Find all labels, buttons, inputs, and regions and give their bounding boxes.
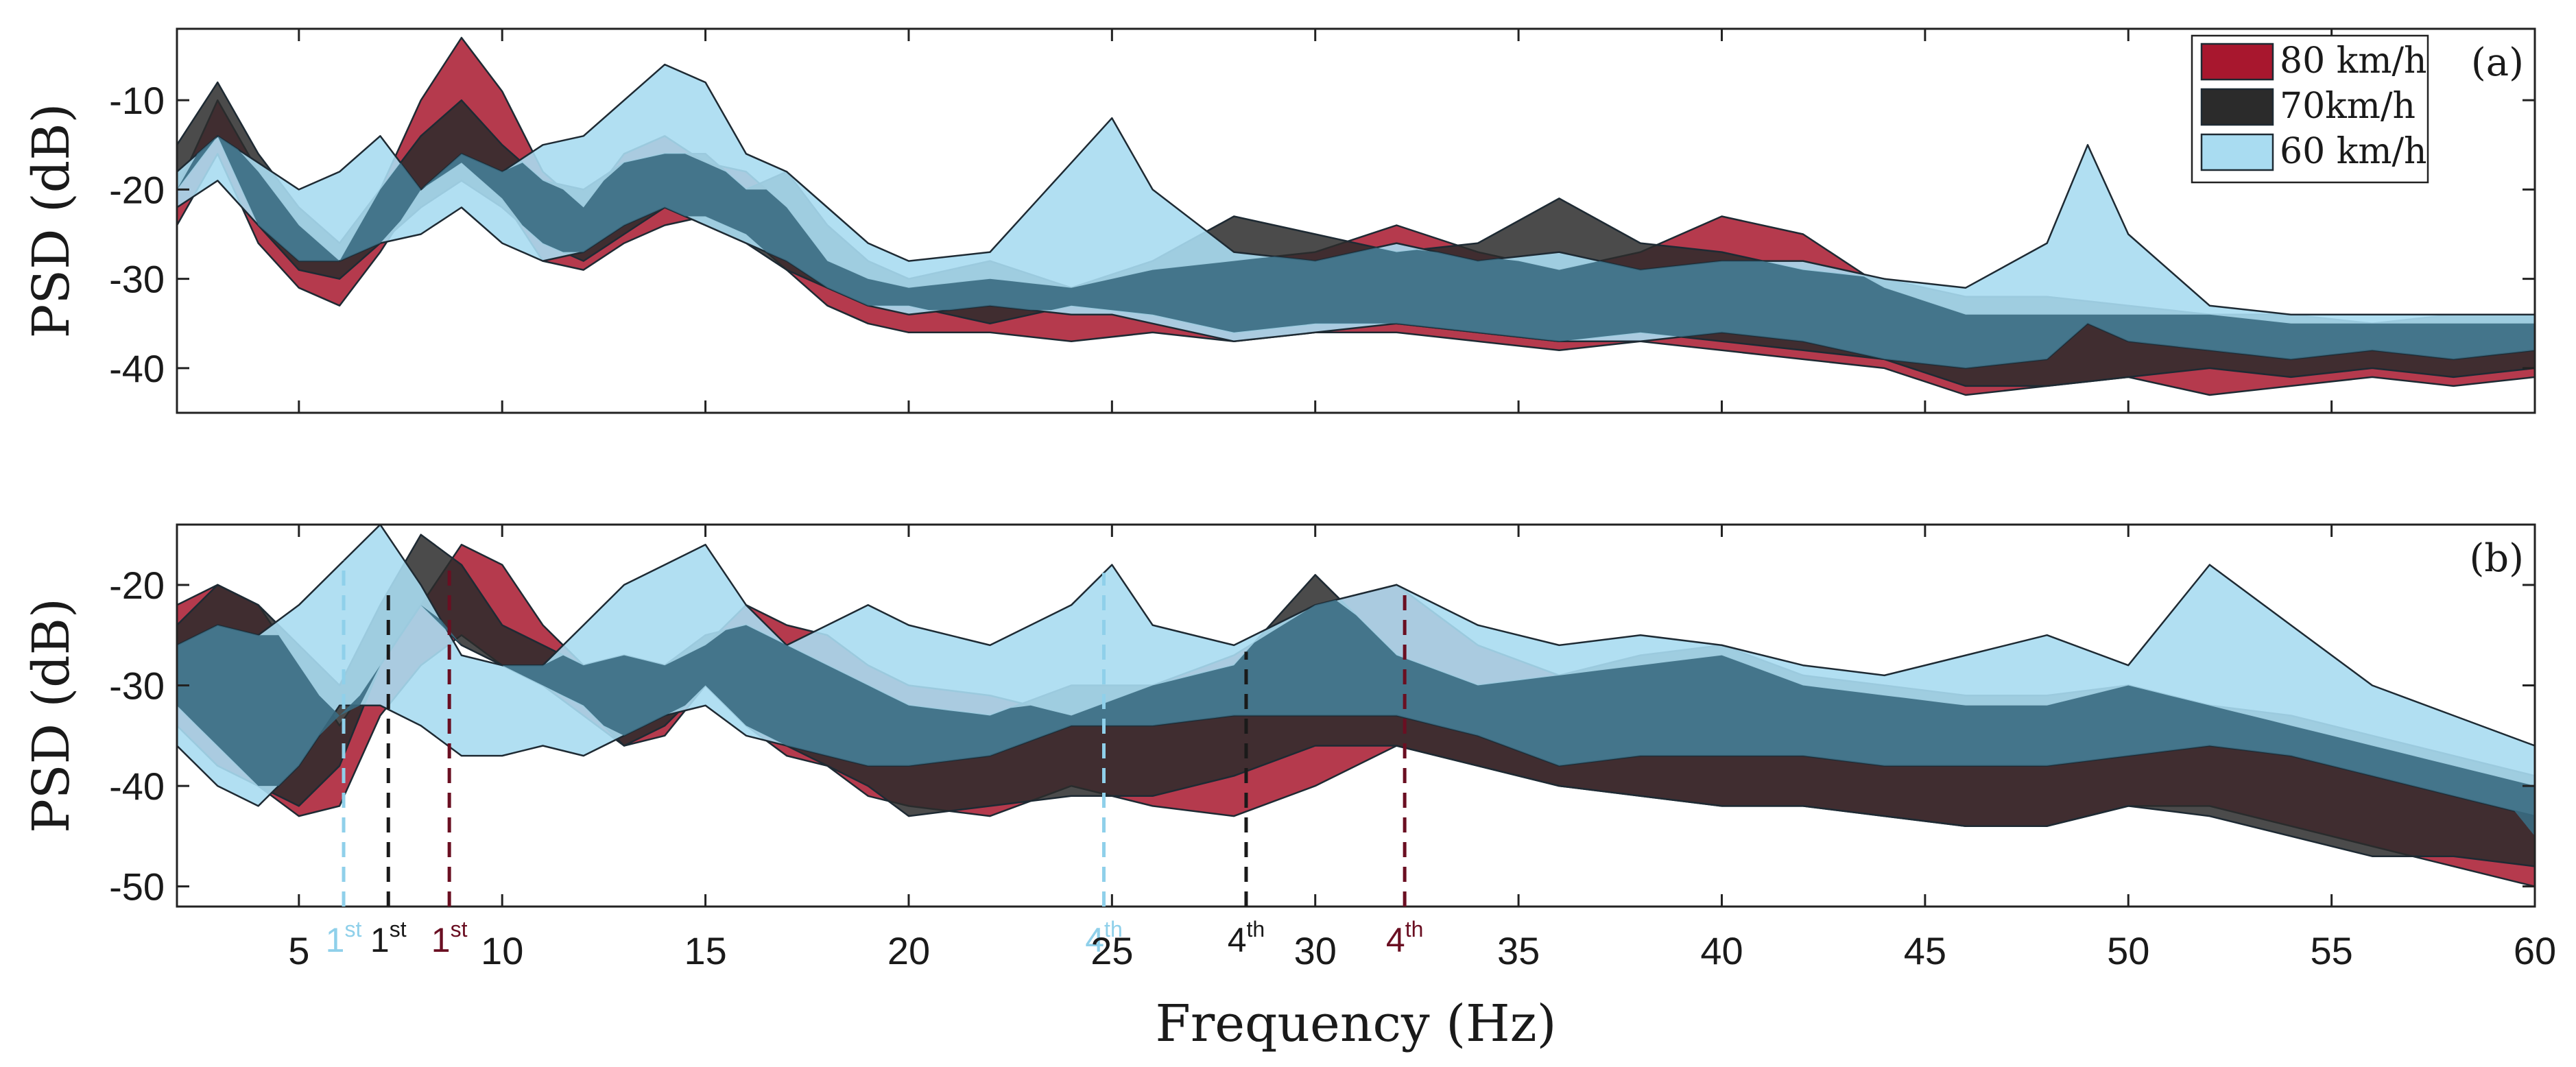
y-tick-label: -40	[109, 347, 165, 390]
harmonic-suffix: th	[1405, 917, 1424, 942]
harmonic-label: 1st	[431, 917, 468, 959]
y-tick-label: -20	[109, 168, 165, 211]
harmonic-label: 1st	[326, 917, 362, 959]
harmonic-label: 1st	[370, 917, 407, 959]
harmonic-number: 1	[370, 921, 390, 959]
harmonic-suffix: st	[344, 917, 361, 942]
x-axis-label: Frequency (Hz)	[1155, 994, 1556, 1053]
band-overlap	[177, 599, 2535, 837]
x-tick-label: 10	[481, 929, 523, 972]
panel-tag: (b)	[2469, 536, 2524, 581]
legend-swatch-70km-h	[2200, 88, 2274, 126]
axes-box	[176, 27, 2536, 414]
x-tick-label: 35	[1497, 929, 1540, 972]
bands-group	[177, 36, 2535, 396]
harmonic-number: 1	[326, 921, 345, 959]
bands-group	[177, 525, 2535, 887]
x-tick-label: 30	[1294, 929, 1337, 972]
x-tick-label: 55	[2310, 929, 2352, 972]
y-tick-label: -30	[109, 664, 165, 708]
legend-label-80-km-h: 80 km/h	[2280, 40, 2427, 82]
x-tick-label: 40	[1700, 929, 1743, 972]
x-tick-label: 60	[2514, 929, 2556, 972]
x-tick-label: 15	[684, 929, 726, 972]
x-tick-label: 45	[1904, 929, 1946, 972]
y-axis-label: PSD (dB)	[22, 104, 81, 339]
harmonic-label: 4th	[1228, 917, 1265, 959]
x-tick-label: 20	[887, 929, 930, 972]
harmonic-suffix: st	[451, 917, 468, 942]
legend-swatch-80-km-h	[2200, 43, 2274, 81]
harmonic-suffix: th	[1247, 917, 1265, 942]
panel-a: -40 -30 -20 -10 PSD (dB) (a)	[22, 27, 2536, 414]
harmonic-label: 4th	[1085, 917, 1123, 959]
legend-swatch-60-km-h	[2200, 133, 2274, 171]
panel-tag: (a)	[2471, 40, 2524, 85]
x-tick-label: 5	[288, 929, 309, 972]
harmonic-suffix: st	[390, 917, 407, 942]
band-60-km-h	[177, 63, 2535, 370]
harmonic-number: 4	[1085, 921, 1104, 959]
y-tick-label: -50	[109, 865, 165, 909]
harmonic-label: 4th	[1386, 917, 1424, 959]
band-overlap	[177, 136, 2535, 368]
x-tick-label: 25	[1090, 929, 1133, 972]
axes-box	[176, 523, 2536, 908]
y-axis-label: PSD (dB)	[22, 598, 81, 833]
harmonic-suffix: th	[1104, 917, 1123, 942]
y-tick-label: -40	[109, 765, 165, 808]
y-tick-label: -20	[109, 564, 165, 607]
legend-label-70km-h: 70km/h	[2280, 86, 2416, 127]
harmonic-number: 4	[1228, 921, 1247, 959]
harmonic-number: 4	[1386, 921, 1405, 959]
harmonic-number: 1	[431, 921, 451, 959]
legend-label-60-km-h: 60 km/h	[2280, 131, 2427, 172]
x-tick-label: 50	[2107, 929, 2149, 972]
y-tick-label: -30	[109, 258, 165, 301]
y-tick-label: -10	[109, 79, 165, 122]
